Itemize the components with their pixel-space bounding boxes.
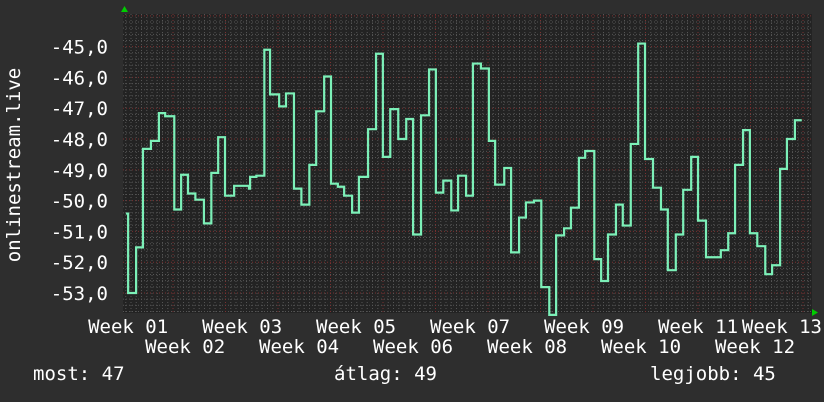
y-tick-label: -50,0 (51, 191, 108, 213)
legend-best-label: legjobb: (650, 363, 742, 385)
y-axis: -53,0 -52,0 -51,0 -50,0 -49,0 -48,0 -47,0 -46,0… (51, 37, 108, 305)
y-tick-label: -47,0 (51, 98, 108, 120)
x-tick-label: Week 11 (658, 316, 738, 338)
x-tick-label: Week 12 (715, 336, 795, 358)
y-tick-label: -45,0 (51, 37, 108, 59)
y-tick-label: -48,0 (51, 129, 108, 151)
legend-current-value: 47 (101, 363, 125, 385)
y-axis-arrow-icon (121, 6, 128, 12)
y-tick-label: -52,0 (51, 252, 108, 274)
y-tick-label: -46,0 (51, 67, 108, 89)
series-line (125, 42, 802, 316)
x-tick-label: Week 02 (145, 336, 225, 358)
legend-best-value: 45 (752, 363, 776, 385)
y-tick-label: -51,0 (51, 221, 108, 243)
legend-best: legjobb: 45 (650, 363, 776, 385)
y-axis-label: onlinestream.live (3, 68, 25, 262)
x-axis-arrow-icon (812, 309, 818, 316)
x-tick-label: Week 13 (742, 316, 822, 338)
x-tick-label: Week 01 (88, 316, 168, 338)
y-tick-label: -53,0 (51, 283, 108, 305)
legend-average-label: átlag: (334, 363, 403, 385)
x-tick-label: Week 10 (601, 336, 681, 358)
x-tick-label: Week 03 (202, 316, 282, 338)
x-tick-label: Week 05 (316, 316, 396, 338)
x-tick-label: Week 06 (373, 336, 453, 358)
legend-average-value: 49 (414, 363, 437, 385)
legend-current: most: 47 (33, 363, 125, 385)
x-tick-label: Week 04 (259, 336, 339, 358)
x-tick-label: Week 07 (430, 316, 510, 338)
x-tick-label: Week 08 (487, 336, 567, 358)
legend-average: átlag: 49 (334, 363, 437, 385)
x-tick-label: Week 09 (544, 316, 624, 338)
y-tick-label: -49,0 (51, 160, 108, 182)
legend-current-label: most: (33, 363, 91, 385)
